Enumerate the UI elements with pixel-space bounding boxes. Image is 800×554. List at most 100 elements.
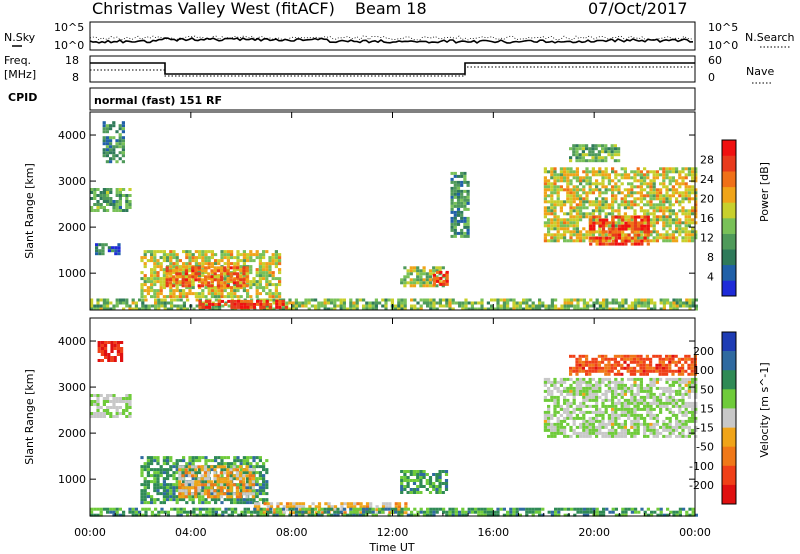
- heatmap-cell: [604, 144, 608, 148]
- heatmap-cell: [339, 304, 343, 308]
- noise-right-tick-bottom: 10^0: [708, 39, 738, 52]
- heatmap-cell: [106, 510, 110, 514]
- heatmap-cell: [480, 307, 484, 311]
- heatmap-cell: [595, 179, 599, 183]
- heatmap-cell: [682, 304, 686, 308]
- heatmap-cell: [201, 295, 205, 299]
- heatmap-cell: [582, 239, 586, 243]
- heatmap-cell: [563, 304, 567, 308]
- heatmap-cell: [694, 179, 698, 183]
- heatmap-cell: [694, 209, 698, 213]
- heatmap-cell: [207, 489, 211, 493]
- heatmap-cell: [122, 397, 126, 400]
- heatmap-cell: [210, 292, 214, 296]
- heatmap-cell: [365, 301, 369, 305]
- heatmap-cell: [93, 304, 97, 308]
- heatmap-cell: [233, 305, 237, 309]
- heatmap-cell: [159, 277, 163, 281]
- heatmap-cell: [640, 224, 644, 228]
- heatmap-cell: [553, 224, 557, 228]
- heatmap-cell: [368, 307, 372, 311]
- heatmap-cell: [204, 486, 208, 490]
- heatmap-cell: [413, 307, 417, 311]
- heatmap-cell: [588, 200, 592, 204]
- heatmap-cell: [547, 194, 551, 198]
- heatmap-cell: [525, 304, 529, 308]
- heatmap-cell: [681, 401, 685, 405]
- heatmap-cell: [194, 480, 198, 484]
- heatmap-cell: [207, 281, 211, 285]
- heatmap-cell: [502, 301, 506, 305]
- heatmap-cell: [582, 510, 586, 514]
- heatmap-cell: [282, 307, 286, 311]
- heatmap-cell: [255, 483, 259, 487]
- heatmap-cell: [188, 265, 192, 269]
- heatmap-cell: [607, 176, 611, 180]
- heatmap-cell: [220, 256, 224, 260]
- heatmap-cell: [97, 347, 101, 350]
- heatmap-cell: [252, 259, 256, 263]
- heatmap-cell: [278, 299, 282, 303]
- heatmap-cell: [288, 298, 292, 302]
- heatmap-cell: [404, 511, 408, 515]
- heatmap-cell: [369, 502, 373, 506]
- heatmap-cell: [595, 215, 599, 219]
- heatmap-cell: [665, 191, 669, 195]
- heatmap-cell: [146, 286, 150, 290]
- heatmap-cell: [258, 459, 262, 463]
- heatmap-cell: [614, 419, 618, 423]
- heatmap-cell: [112, 200, 116, 203]
- heatmap-cell: [128, 188, 132, 191]
- heatmap-cell: [288, 507, 292, 511]
- heatmap-cell: [601, 218, 606, 222]
- heatmap-cell: [156, 265, 160, 269]
- heatmap-cell: [655, 176, 659, 180]
- heatmap-cell: [122, 209, 126, 212]
- heatmap-cell: [274, 295, 278, 299]
- heatmap-cell: [544, 304, 548, 308]
- heatmap-cell: [216, 474, 220, 478]
- heatmap-cell: [336, 298, 340, 302]
- heatmap-cell: [598, 233, 602, 237]
- heatmap-cell: [422, 284, 426, 288]
- heatmap-cell: [543, 380, 547, 384]
- heatmap-cell: [179, 513, 183, 517]
- heatmap-cell: [262, 256, 266, 260]
- heatmap-cell: [601, 159, 605, 163]
- heatmap-cell: [582, 212, 586, 216]
- heatmap-cell: [403, 304, 407, 308]
- heatmap-cell: [187, 492, 191, 496]
- heatmap-cell: [428, 491, 433, 494]
- heatmap-cell: [208, 305, 212, 309]
- heatmap-cell: [460, 216, 464, 220]
- heatmap-cell: [175, 286, 179, 290]
- heatmap-cell: [613, 360, 617, 364]
- heatmap-cell: [233, 289, 237, 293]
- heatmap-cell: [662, 215, 666, 219]
- heatmap-cell: [691, 377, 695, 381]
- heatmap-cell: [601, 224, 606, 228]
- heatmap-cell: [128, 397, 132, 400]
- heatmap-cell: [649, 239, 653, 243]
- heatmap-cell: [602, 307, 606, 311]
- heatmap-cell: [213, 266, 217, 270]
- heatmap-cell: [597, 150, 601, 154]
- heatmap-cell: [588, 377, 592, 381]
- heatmap-cell: [276, 505, 280, 509]
- heatmap-cell: [96, 194, 100, 197]
- heatmap-cell: [645, 369, 649, 373]
- heatmap-cell: [575, 383, 579, 387]
- heatmap-cell: [298, 513, 302, 517]
- heatmap-cell: [621, 301, 625, 305]
- heatmap-cell: [450, 210, 454, 214]
- heatmap-cell: [239, 295, 243, 299]
- heatmap-cell: [559, 428, 563, 432]
- heatmap-cell: [116, 341, 120, 344]
- heatmap-cell: [207, 459, 211, 463]
- heatmap-cell: [172, 489, 176, 493]
- heatmap-cell: [416, 491, 420, 494]
- heatmap-cell: [490, 298, 494, 302]
- heatmap-cell: [623, 407, 627, 411]
- heatmap-cell: [675, 434, 679, 438]
- heatmap-cell: [607, 380, 611, 384]
